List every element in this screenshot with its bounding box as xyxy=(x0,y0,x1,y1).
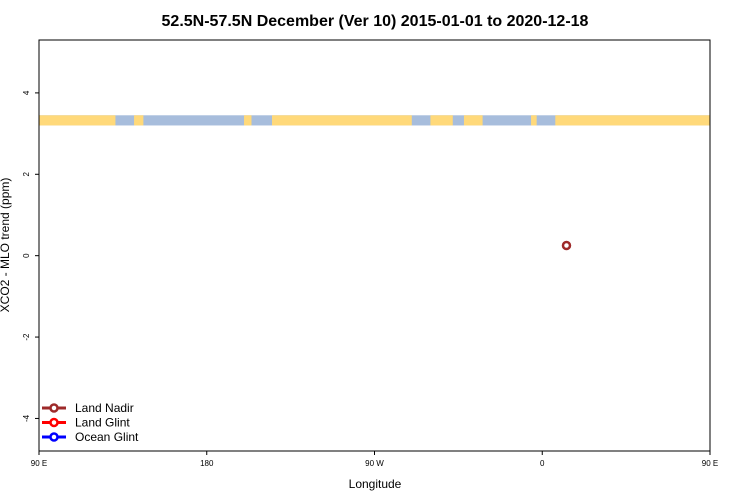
x-axis: 90 E 180 90 W 0 90 E xyxy=(31,451,718,468)
land-segment xyxy=(531,115,537,126)
land-segment xyxy=(430,115,453,126)
data-points xyxy=(561,240,572,251)
x-tick-label: 90 E xyxy=(702,459,718,468)
land-segment xyxy=(244,115,252,126)
y-tick-label: 0 xyxy=(22,253,31,258)
y-axis: 4 2 0 -2 -4 xyxy=(22,90,39,422)
land-segment xyxy=(134,115,144,126)
legend-label: Ocean Glint xyxy=(75,430,139,444)
y-axis-title: XCO2 - MLO trend (ppm) xyxy=(0,178,12,313)
x-tick-label: 180 xyxy=(200,459,214,468)
y-tick-label: -2 xyxy=(22,333,31,341)
x-tick-label: 90 W xyxy=(365,459,384,468)
legend-label: Land Nadir xyxy=(75,401,134,415)
land-segment xyxy=(555,115,710,126)
x-tick-label: 90 E xyxy=(31,459,47,468)
legend-item: Ocean Glint xyxy=(42,430,139,444)
legend-item: Land Glint xyxy=(42,416,130,430)
legend-item: Land Nadir xyxy=(42,401,134,415)
y-tick-label: -4 xyxy=(22,414,31,422)
legend-marker xyxy=(49,417,59,428)
y-tick-label: 4 xyxy=(22,90,31,95)
land-segment xyxy=(271,115,412,126)
x-axis-title: Longitude xyxy=(349,477,402,491)
data-point xyxy=(561,240,572,251)
legend-marker xyxy=(49,432,59,442)
x-tick-label: 0 xyxy=(540,459,545,468)
chart-title: 52.5N-57.5N December (Ver 10) 2015-01-01… xyxy=(162,13,589,30)
land-ocean-strip xyxy=(39,115,710,126)
legend-label: Land Glint xyxy=(75,416,130,430)
land-segment xyxy=(39,115,116,126)
legend-marker xyxy=(49,403,59,413)
plot-frame xyxy=(38,39,711,452)
land-segment xyxy=(463,115,483,126)
y-tick-label: 2 xyxy=(22,172,31,177)
